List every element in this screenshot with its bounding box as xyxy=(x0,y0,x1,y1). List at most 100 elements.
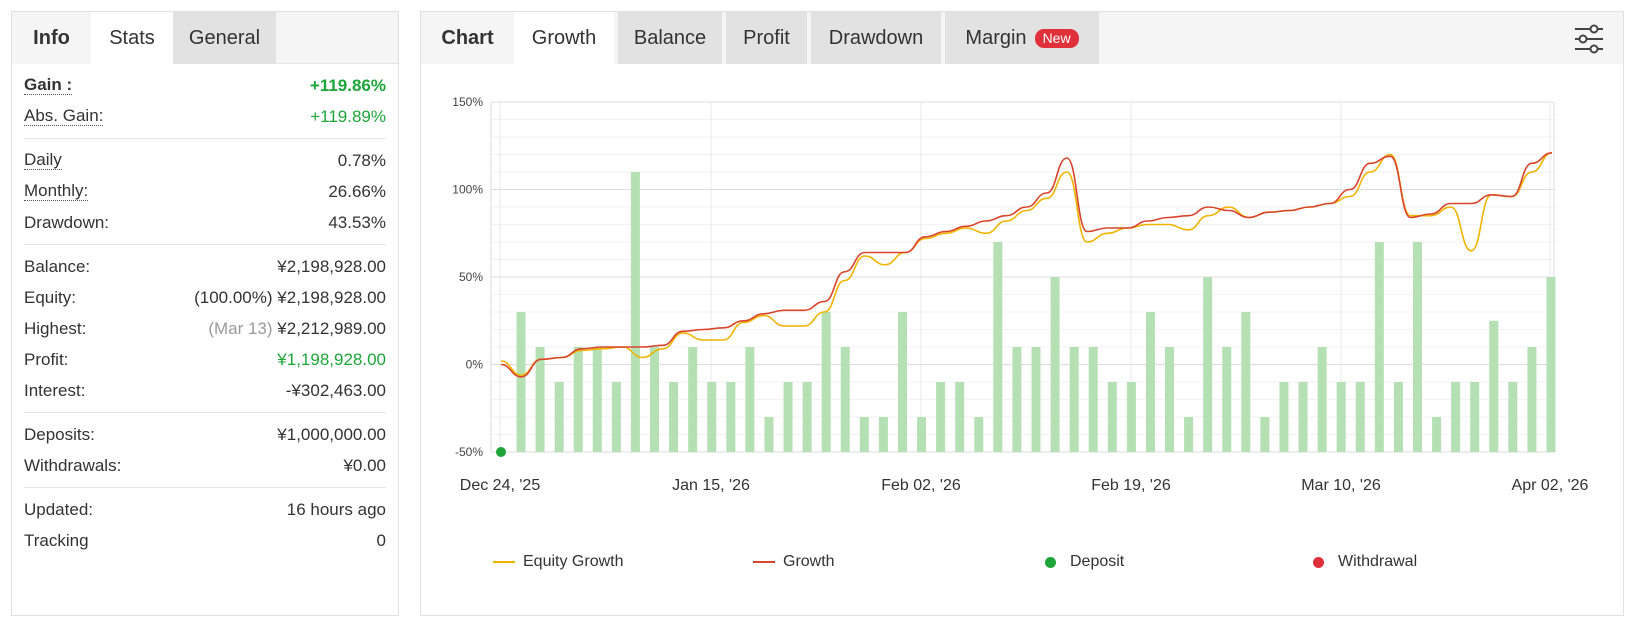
daily-bar xyxy=(1298,382,1308,452)
stat-row-updated: Updated: 16 hours ago xyxy=(24,494,386,525)
y-tick-label: 150% xyxy=(452,95,483,109)
new-badge: New xyxy=(1034,28,1079,48)
stats-group-rates: Daily 0.78% Monthly: 26.66% Drawdown: 43… xyxy=(24,139,386,245)
updated-value: 16 hours ago xyxy=(286,499,386,519)
y-tick-label: 50% xyxy=(459,270,483,284)
daily-bar xyxy=(1451,382,1461,452)
daily-bar xyxy=(1279,382,1289,452)
y-tick-label: 0% xyxy=(466,358,484,372)
drawdown-value: 43.53% xyxy=(328,212,386,232)
monthly-value: 26.66% xyxy=(328,181,386,201)
stat-row-drawdown: Drawdown: 43.53% xyxy=(24,207,386,238)
stat-row-deposits: Deposits: ¥1,000,000.00 xyxy=(24,419,386,450)
daily-bar xyxy=(573,347,583,452)
legend-deposit-swatch xyxy=(1045,556,1056,568)
daily-bar xyxy=(897,312,907,452)
daily-bar xyxy=(936,382,946,452)
daily-bar xyxy=(650,347,660,452)
tab-balance[interactable]: Balance xyxy=(618,12,722,64)
daily-bar xyxy=(611,382,621,452)
equity-growth-line xyxy=(500,152,1553,376)
chart-panel: Chart Growth Balance Profit Drawdown Mar… xyxy=(420,11,1624,616)
growth-chart-svg: 150% 100% 50% 0% -50% Dec 24, '25 Jan 15, '26 F… xyxy=(452,95,1588,494)
x-tick-label: Feb 02, '26 xyxy=(881,477,961,494)
deposits-value: ¥1,000,000.00 xyxy=(277,424,386,444)
tab-stats[interactable]: Stats xyxy=(91,12,173,64)
daily-bar xyxy=(1165,347,1175,452)
tab-margin-label: Margin xyxy=(965,26,1027,49)
legend-growth[interactable]: Growth xyxy=(753,553,835,571)
daily-bar xyxy=(1203,277,1213,452)
tab-info[interactable]: Info xyxy=(12,12,91,64)
equity-value: ¥2,198,928.00 xyxy=(277,287,386,307)
legend-withdrawal-label: Withdrawal xyxy=(1338,553,1418,570)
legend-withdrawal-swatch xyxy=(1313,556,1324,568)
daily-bar xyxy=(1184,417,1194,452)
tab-general[interactable]: General xyxy=(173,12,276,64)
stat-row-abs-gain: Abs. Gain: +119.89% xyxy=(24,101,386,132)
legend-withdrawal[interactable]: Withdrawal xyxy=(1313,553,1417,571)
daily-bar xyxy=(1012,347,1022,452)
daily-bar xyxy=(1088,347,1098,452)
legend-equity-growth[interactable]: Equity Growth xyxy=(493,553,623,571)
daily-bar xyxy=(630,172,640,452)
sliders-icon[interactable] xyxy=(1573,24,1605,54)
profit-label: Profit: xyxy=(24,349,69,369)
gain-label[interactable]: Gain : xyxy=(24,75,73,95)
deposit-point xyxy=(496,447,506,457)
daily-bar xyxy=(917,417,927,452)
profit-value: ¥1,198,928.00 xyxy=(277,349,386,369)
daily-bar xyxy=(783,382,793,452)
tab-growth[interactable]: Growth xyxy=(514,12,614,64)
daily-bar xyxy=(707,382,717,452)
legend-growth-swatch xyxy=(753,561,775,563)
legend-growth-label: Growth xyxy=(783,553,835,570)
legend-equity-growth-swatch xyxy=(493,561,515,563)
daily-bar xyxy=(535,347,545,452)
deposits-label: Deposits: xyxy=(24,424,95,444)
equity-percent: (100.00%) xyxy=(194,287,273,307)
daily-bar xyxy=(669,382,679,452)
stat-row-profit: Profit: ¥1,198,928.00 xyxy=(24,344,386,375)
y-tick-label: 100% xyxy=(452,183,483,197)
legend-deposit[interactable]: Deposit xyxy=(1045,553,1124,571)
stat-row-equity: Equity: (100.00%) ¥2,198,928.00 xyxy=(24,282,386,313)
daily-bar xyxy=(802,382,812,452)
growth-chart: 150% 100% 50% 0% -50% Dec 24, '25 Jan 15, '26 F… xyxy=(421,64,1625,617)
drawdown-label: Drawdown: xyxy=(24,212,110,232)
daily-bar xyxy=(1050,277,1060,452)
left-tab-bar: Info Stats General xyxy=(12,12,398,64)
stat-row-interest: Interest: -¥302,463.00 xyxy=(24,375,386,406)
daily-bar xyxy=(554,382,564,452)
x-tick-label: Mar 10, '26 xyxy=(1301,477,1381,494)
withdrawals-value: ¥0.00 xyxy=(343,455,386,475)
daily-bar xyxy=(516,312,526,452)
updated-label: Updated: xyxy=(24,499,93,519)
stat-row-tracking: Tracking 0 xyxy=(24,525,386,556)
stat-row-gain: Gain : +119.86% xyxy=(24,70,386,101)
daily-label[interactable]: Daily xyxy=(24,150,62,170)
daily-bar xyxy=(1317,347,1327,452)
monthly-label[interactable]: Monthly: xyxy=(24,181,89,201)
growth-line xyxy=(500,152,1553,378)
daily-bar xyxy=(592,347,602,452)
daily-bar xyxy=(745,347,755,452)
daily-bar xyxy=(1336,382,1346,452)
daily-bar xyxy=(1470,382,1480,452)
tab-profit[interactable]: Profit xyxy=(726,12,807,64)
chart-tab-bar: Chart Growth Balance Profit Drawdown Mar… xyxy=(421,12,1623,64)
daily-bar xyxy=(993,242,1003,452)
highest-value-group: (Mar 13) ¥2,212,989.00 xyxy=(208,319,386,339)
tab-margin[interactable]: Margin New xyxy=(945,12,1099,64)
daily-bar xyxy=(1374,242,1384,452)
stats-group-meta: Updated: 16 hours ago Tracking 0 xyxy=(24,488,386,562)
tab-drawdown[interactable]: Drawdown xyxy=(811,12,941,64)
interest-value: -¥302,463.00 xyxy=(285,380,386,400)
daily-bar xyxy=(1489,320,1499,452)
daily-bar xyxy=(1145,312,1155,452)
daily-value: 0.78% xyxy=(337,150,386,170)
abs-gain-label[interactable]: Abs. Gain: xyxy=(24,106,104,126)
highest-value: ¥2,212,989.00 xyxy=(277,318,386,338)
daily-bar xyxy=(1527,347,1537,452)
chart-heading: Chart xyxy=(421,12,514,64)
